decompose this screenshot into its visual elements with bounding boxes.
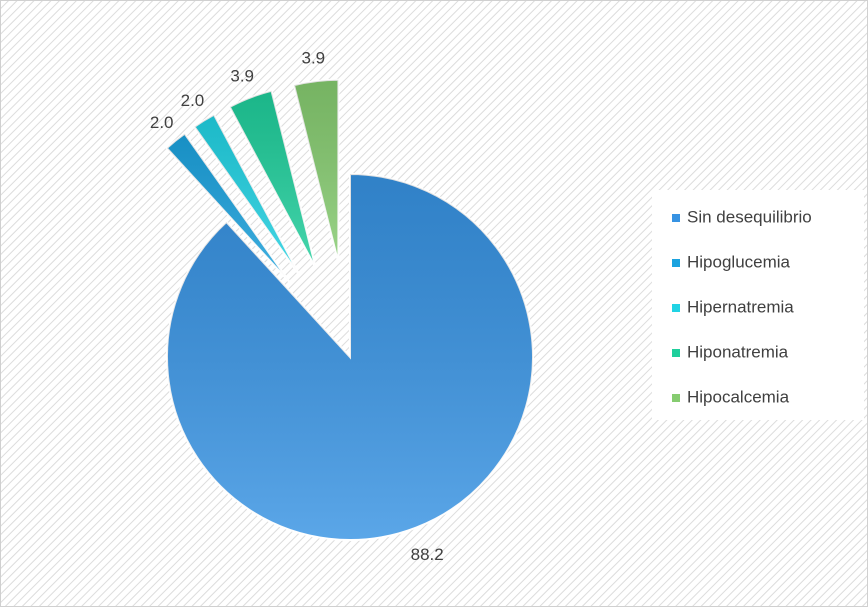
data-label: 3.9 xyxy=(230,67,254,86)
slice-shade xyxy=(166,133,291,284)
data-label: 3.9 xyxy=(302,49,326,68)
legend-swatch xyxy=(672,259,680,267)
legend-swatch xyxy=(672,214,680,222)
slice-shade xyxy=(293,79,339,263)
legend-label: Sin desequilibrio xyxy=(687,207,812,226)
legend-label: Hipernatremia xyxy=(687,297,794,316)
legend-label: Hiponatremia xyxy=(687,342,789,361)
data-label: 2.0 xyxy=(181,91,205,110)
legend-label: Hipocalcemia xyxy=(687,387,790,406)
slice-shade xyxy=(166,174,533,540)
legend-box xyxy=(652,190,864,420)
data-label: 88.2 xyxy=(411,545,444,564)
legend-swatch xyxy=(672,304,680,312)
slice-shade xyxy=(229,90,316,269)
legend-label: Hipoglucemia xyxy=(687,252,791,271)
data-label: 2.0 xyxy=(150,113,174,132)
slice-shade xyxy=(194,114,301,277)
legend-swatch xyxy=(672,394,680,402)
legend-swatch xyxy=(672,349,680,357)
